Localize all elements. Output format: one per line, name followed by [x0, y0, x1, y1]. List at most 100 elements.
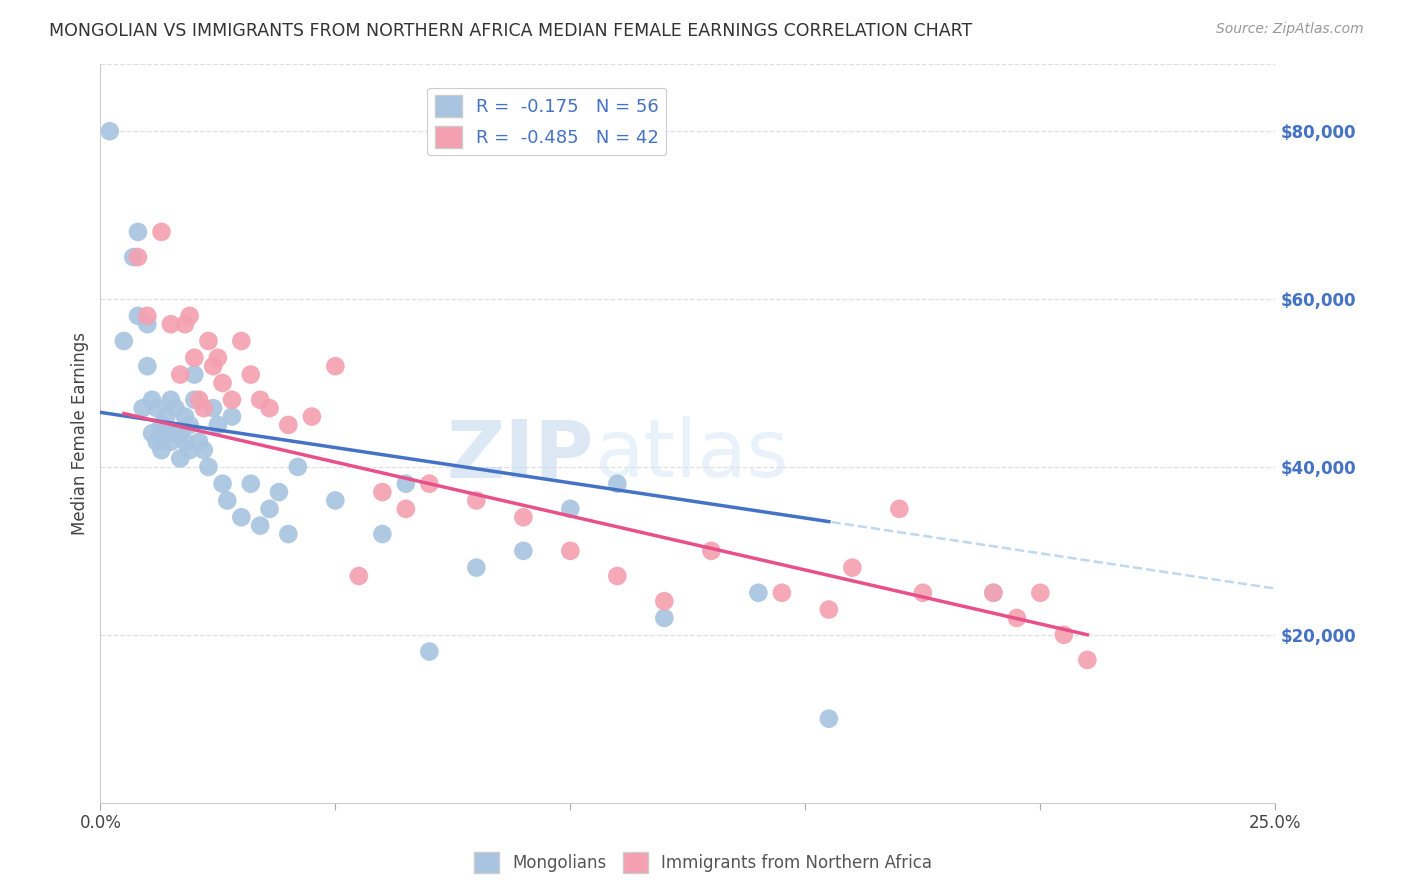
Point — [179, 443, 201, 458]
Point — [179, 417, 201, 432]
Point — [606, 569, 628, 583]
Point — [207, 417, 229, 432]
Point — [165, 401, 187, 416]
Point — [654, 611, 676, 625]
Point — [145, 401, 167, 416]
Point — [231, 334, 253, 348]
Point — [239, 476, 262, 491]
Point — [465, 493, 488, 508]
Point — [136, 317, 159, 331]
Point — [249, 392, 271, 407]
Point — [169, 426, 191, 441]
Point — [207, 351, 229, 365]
Point — [239, 368, 262, 382]
Point — [155, 426, 177, 441]
Point — [395, 476, 418, 491]
Point — [136, 359, 159, 374]
Point — [127, 225, 149, 239]
Text: atlas: atlas — [593, 417, 789, 494]
Point — [160, 434, 183, 449]
Point — [174, 409, 197, 424]
Point — [183, 392, 205, 407]
Point — [150, 426, 173, 441]
Point — [249, 518, 271, 533]
Point — [202, 359, 225, 374]
Point — [395, 501, 418, 516]
Point — [818, 712, 841, 726]
Point — [188, 434, 211, 449]
Point — [512, 510, 534, 524]
Point — [259, 401, 281, 416]
Point — [127, 250, 149, 264]
Point — [174, 434, 197, 449]
Point — [127, 309, 149, 323]
Point — [1053, 628, 1076, 642]
Point — [606, 476, 628, 491]
Point — [371, 485, 394, 500]
Point — [98, 124, 121, 138]
Text: Source: ZipAtlas.com: Source: ZipAtlas.com — [1216, 22, 1364, 37]
Point — [150, 443, 173, 458]
Legend: Mongolians, Immigrants from Northern Africa: Mongolians, Immigrants from Northern Afr… — [467, 846, 939, 880]
Point — [560, 501, 582, 516]
Point — [818, 602, 841, 616]
Point — [169, 451, 191, 466]
Point — [231, 510, 253, 524]
Point — [179, 309, 201, 323]
Point — [512, 544, 534, 558]
Text: ZIP: ZIP — [447, 417, 593, 494]
Point — [1029, 586, 1052, 600]
Point — [325, 493, 347, 508]
Point — [160, 317, 183, 331]
Point — [889, 501, 911, 516]
Point — [145, 434, 167, 449]
Point — [287, 459, 309, 474]
Point — [188, 392, 211, 407]
Point — [983, 586, 1005, 600]
Point — [202, 401, 225, 416]
Point — [221, 409, 243, 424]
Point — [183, 351, 205, 365]
Point — [112, 334, 135, 348]
Point — [131, 401, 153, 416]
Point — [259, 501, 281, 516]
Point — [165, 426, 187, 441]
Point — [150, 225, 173, 239]
Point — [1005, 611, 1028, 625]
Point — [911, 586, 934, 600]
Point — [197, 459, 219, 474]
Point — [193, 401, 215, 416]
Point — [1076, 653, 1098, 667]
Point — [122, 250, 145, 264]
Point — [141, 392, 163, 407]
Point — [325, 359, 347, 374]
Point — [700, 544, 723, 558]
Point — [160, 392, 183, 407]
Point — [371, 527, 394, 541]
Point — [150, 417, 173, 432]
Point — [141, 426, 163, 441]
Point — [654, 594, 676, 608]
Point — [983, 586, 1005, 600]
Point — [169, 368, 191, 382]
Point — [418, 644, 440, 658]
Point — [136, 309, 159, 323]
Point — [267, 485, 290, 500]
Point — [747, 586, 769, 600]
Legend: R =  -0.175   N = 56, R =  -0.485   N = 42: R = -0.175 N = 56, R = -0.485 N = 42 — [427, 87, 666, 155]
Text: MONGOLIAN VS IMMIGRANTS FROM NORTHERN AFRICA MEDIAN FEMALE EARNINGS CORRELATION : MONGOLIAN VS IMMIGRANTS FROM NORTHERN AF… — [49, 22, 973, 40]
Point — [277, 417, 299, 432]
Point — [418, 476, 440, 491]
Point — [465, 560, 488, 574]
Point — [217, 493, 239, 508]
Point — [301, 409, 323, 424]
Point — [211, 476, 233, 491]
Point — [211, 376, 233, 390]
Y-axis label: Median Female Earnings: Median Female Earnings — [72, 332, 89, 535]
Point — [560, 544, 582, 558]
Point — [221, 392, 243, 407]
Point — [155, 409, 177, 424]
Point — [193, 443, 215, 458]
Point — [770, 586, 793, 600]
Point — [347, 569, 370, 583]
